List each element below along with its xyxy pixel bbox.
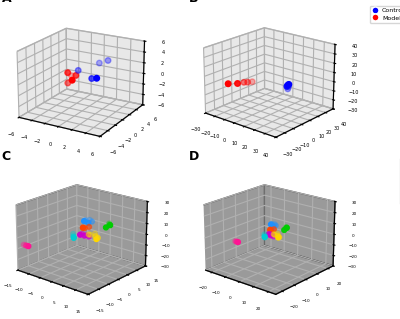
Text: B: B (189, 0, 199, 5)
Text: C: C (2, 150, 11, 162)
Text: D: D (189, 150, 200, 162)
Legend: Control, Model: Control, Model (370, 5, 400, 23)
Text: A: A (2, 0, 11, 5)
